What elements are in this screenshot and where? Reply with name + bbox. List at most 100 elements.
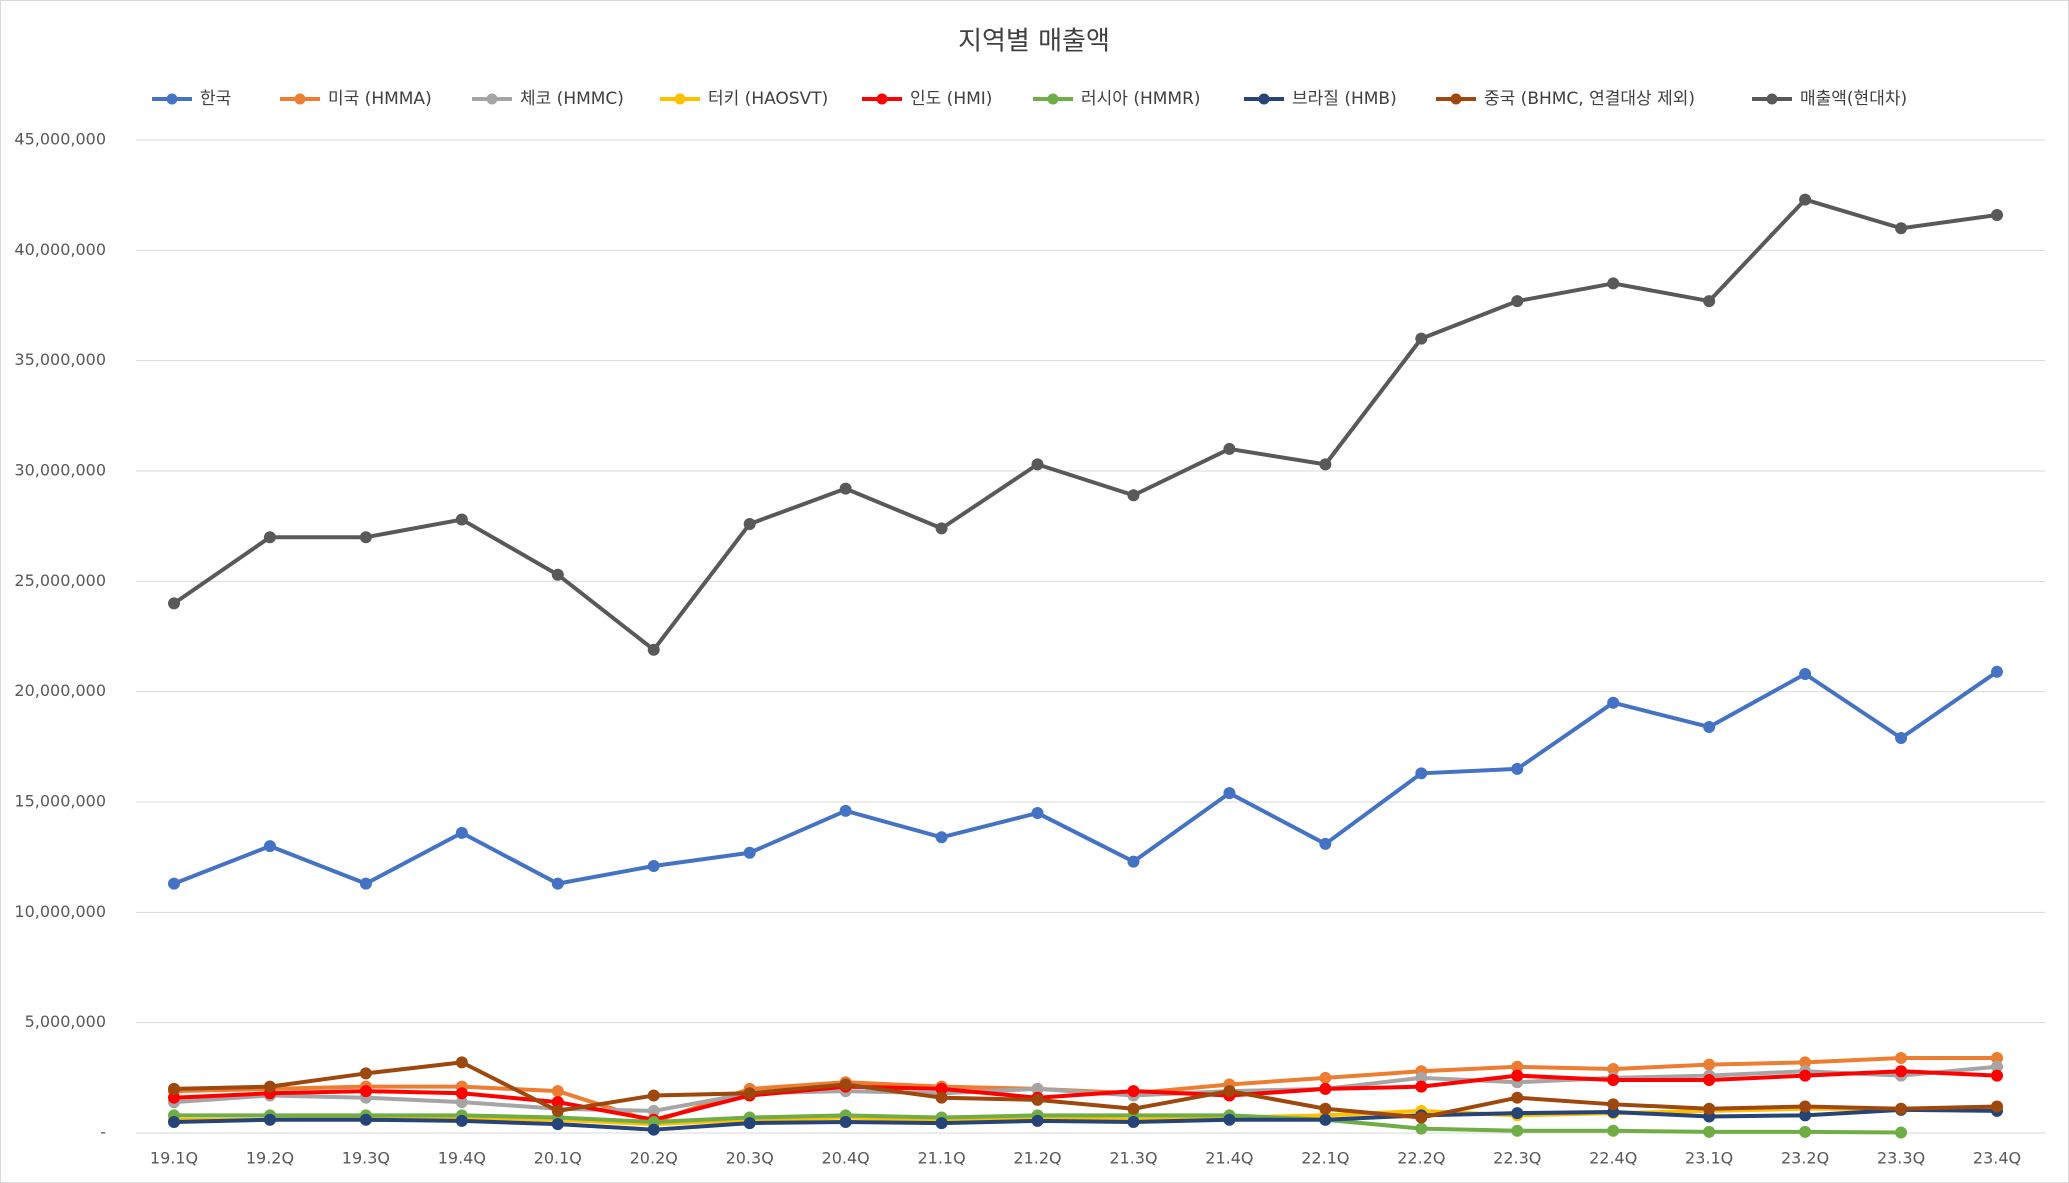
legend-marker	[876, 93, 888, 105]
data-point	[1511, 1124, 1524, 1137]
data-point	[647, 1089, 660, 1102]
legend-label: 인도 (HMI)	[910, 89, 992, 109]
data-point	[743, 1117, 756, 1130]
data-point	[1511, 762, 1524, 775]
x-tick-label: 23.1Q	[1685, 1149, 1733, 1168]
data-point	[743, 846, 756, 859]
legend-marker	[1450, 93, 1462, 105]
legend-marker	[294, 93, 306, 105]
data-point	[1895, 1126, 1908, 1139]
data-point	[1895, 1051, 1908, 1064]
data-point	[1799, 193, 1812, 206]
data-point	[1319, 837, 1332, 850]
legend-marker	[1766, 93, 1778, 105]
data-point	[1031, 1093, 1044, 1106]
legend-label: 미국 (HMMA)	[328, 89, 432, 109]
data-point	[168, 597, 180, 610]
data-point	[359, 877, 372, 890]
data-point	[1415, 1080, 1428, 1093]
x-tick-label: 23.2Q	[1781, 1149, 1829, 1168]
data-point	[1895, 732, 1908, 745]
y-tick-label: 10,000,000	[14, 902, 106, 921]
data-point	[551, 1118, 564, 1131]
series-line	[173, 1107, 1998, 1132]
data-point	[1703, 295, 1716, 308]
legend-marker	[486, 93, 498, 105]
data-point	[1607, 696, 1620, 709]
data-point	[1223, 1113, 1236, 1126]
data-point	[743, 1087, 756, 1100]
y-tick-label: 25,000,000	[14, 571, 106, 590]
data-point	[551, 877, 564, 890]
y-tick-label: 30,000,000	[14, 461, 106, 480]
chart-title: 지역별 매출액	[958, 27, 1110, 57]
x-tick-label: 19.4Q	[438, 1149, 486, 1168]
x-tick-label: 23.3Q	[1877, 1149, 1925, 1168]
y-tick-label: 15,000,000	[14, 792, 106, 811]
data-point	[1511, 1091, 1524, 1104]
data-point	[1223, 442, 1236, 455]
data-point	[1895, 1102, 1908, 1115]
data-point	[1127, 855, 1140, 868]
data-point	[1895, 1065, 1908, 1078]
data-point	[1415, 1111, 1428, 1124]
data-point	[1607, 1074, 1620, 1087]
y-tick-label: -	[100, 1123, 106, 1142]
data-point	[359, 1113, 372, 1126]
legend-label: 터키 (HAOSVT)	[708, 89, 828, 109]
data-point	[1127, 1085, 1140, 1098]
legend-marker	[674, 93, 686, 105]
data-point	[1223, 1085, 1236, 1098]
legend-marker	[1258, 93, 1270, 105]
legend-label: 매출액(현대차)	[1800, 89, 1907, 109]
y-tick-label: 35,000,000	[14, 350, 106, 369]
data-point	[1511, 1069, 1524, 1082]
data-point	[1991, 1100, 2003, 1113]
data-point	[551, 1104, 564, 1117]
x-tick-label: 21.3Q	[1109, 1149, 1157, 1168]
data-point	[743, 517, 756, 530]
data-point	[1511, 295, 1524, 308]
data-point	[1799, 1125, 1812, 1138]
data-point	[551, 1085, 564, 1098]
data-point	[1223, 787, 1236, 800]
series-line	[173, 1064, 1998, 1113]
data-point	[1991, 1069, 2003, 1082]
data-point	[1991, 209, 2003, 222]
data-point	[1703, 1102, 1716, 1115]
data-point	[359, 1085, 372, 1098]
x-tick-label: 20.2Q	[630, 1149, 678, 1168]
data-point	[1031, 807, 1044, 820]
y-tick-label: 45,000,000	[14, 130, 106, 149]
legend-label: 한국	[200, 89, 231, 109]
legend-label: 체코 (HMMC)	[520, 89, 624, 109]
x-tick-label: 21.2Q	[1013, 1149, 1061, 1168]
legend-label: 브라질 (HMB)	[1292, 89, 1397, 109]
data-point	[1799, 1100, 1812, 1113]
x-tick-label: 22.4Q	[1589, 1149, 1637, 1168]
y-tick-label: 5,000,000	[25, 1012, 106, 1031]
data-point	[359, 1067, 372, 1080]
data-point	[935, 1091, 948, 1104]
data-point	[1031, 458, 1044, 471]
legend-label: 러시아 (HMMR)	[1081, 89, 1201, 109]
data-point	[1319, 1113, 1332, 1126]
data-point	[1319, 458, 1332, 471]
series-line	[172, 197, 1998, 652]
data-point	[455, 513, 468, 526]
data-point	[1127, 1102, 1140, 1115]
x-tick-label: 22.1Q	[1301, 1149, 1349, 1168]
x-tick-label: 20.1Q	[534, 1149, 582, 1168]
y-tick-label: 40,000,000	[14, 240, 106, 259]
data-point	[839, 482, 852, 495]
x-tick-label: 23.4Q	[1973, 1149, 2021, 1168]
data-point	[263, 1080, 276, 1093]
series-line	[173, 1069, 1998, 1122]
data-point	[647, 859, 660, 872]
x-tick-label: 22.3Q	[1493, 1149, 1541, 1168]
data-point	[1799, 1069, 1812, 1082]
data-point	[1031, 1114, 1044, 1127]
data-point	[935, 1117, 948, 1130]
